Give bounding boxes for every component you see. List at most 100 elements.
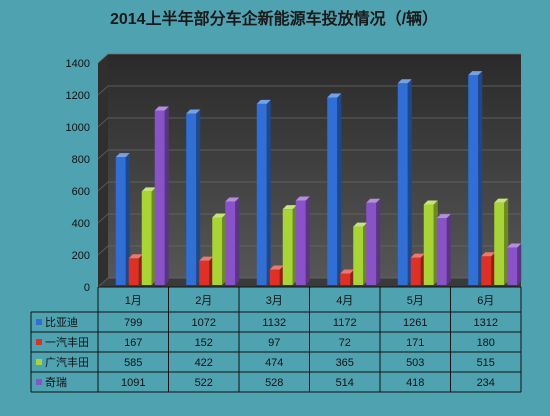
bar-side — [196, 109, 201, 285]
data-label: 167 — [124, 337, 142, 349]
bar-top — [282, 205, 297, 210]
bar-top — [507, 243, 522, 248]
data-label: 152 — [195, 337, 213, 349]
bar-side — [164, 106, 169, 285]
x-tick-label: 2月 — [195, 295, 212, 307]
legend-label: 比亚迪 — [45, 316, 78, 329]
bar-top — [410, 253, 425, 258]
bar-top — [141, 187, 156, 192]
bar-top — [225, 197, 240, 202]
bar — [186, 113, 197, 285]
gridline — [97, 149, 521, 160]
data-label: 514 — [336, 377, 354, 389]
bar-side — [125, 153, 130, 285]
legend-swatch — [36, 379, 42, 385]
bar-top — [353, 222, 368, 227]
legend-label: 一汽丰田 — [45, 335, 89, 349]
bar — [141, 191, 152, 285]
legend-swatch — [36, 359, 42, 365]
gridline — [97, 53, 521, 64]
bar — [212, 217, 223, 285]
bar-top — [269, 265, 284, 270]
gridline — [97, 213, 521, 224]
bar — [295, 200, 306, 285]
bar-side — [478, 71, 483, 285]
bar — [366, 202, 377, 285]
bar-top — [295, 196, 310, 201]
bar-top — [468, 71, 483, 76]
data-label: 1172 — [333, 317, 357, 329]
data-label: 522 — [195, 377, 213, 389]
data-label: 1261 — [403, 317, 427, 329]
data-label: 799 — [124, 317, 142, 329]
bar — [436, 218, 447, 285]
legend-swatch — [36, 319, 42, 325]
data-label: 474 — [265, 357, 283, 369]
bar-top — [366, 198, 381, 203]
bar-top — [256, 99, 271, 104]
data-label: 1132 — [262, 317, 286, 329]
data-label: 418 — [406, 377, 424, 389]
bar — [340, 273, 351, 285]
data-label: 422 — [195, 357, 213, 369]
bar-top — [481, 252, 496, 257]
bar-top — [212, 213, 227, 218]
gridline — [97, 277, 521, 288]
legend-label: 广汽丰田 — [45, 355, 89, 369]
bar-top — [199, 256, 214, 261]
bar-side — [446, 214, 451, 285]
bar-top — [186, 109, 201, 114]
y-tick-label: 0 — [84, 282, 90, 294]
bar — [481, 256, 492, 285]
y-tick-label: 200 — [72, 250, 90, 262]
bar — [269, 269, 280, 285]
bar-top — [154, 106, 169, 111]
x-tick-label: 5月 — [407, 295, 424, 307]
y-axis: 0 200 400 600 800 1000 1200 1400 — [66, 58, 90, 294]
x-tick-label: 1月 — [125, 295, 142, 307]
bar-top — [128, 254, 143, 259]
y-tick-label: 1000 — [66, 122, 90, 134]
data-label: 234 — [477, 377, 495, 389]
y-tick-label: 1400 — [66, 58, 90, 70]
data-label: 1072 — [192, 317, 216, 329]
bar-top — [494, 198, 509, 203]
y-tick-label: 800 — [72, 154, 90, 166]
y-tick-label: 1200 — [66, 90, 90, 102]
bar-top — [115, 153, 130, 158]
x-tick-label: 4月 — [336, 295, 353, 307]
bar — [423, 204, 434, 285]
plot-side-wall — [98, 54, 108, 287]
data-label: 1091 — [121, 377, 145, 389]
bar — [282, 209, 293, 285]
bar-side — [407, 79, 412, 286]
gridlines — [97, 53, 521, 288]
bar-side — [266, 99, 271, 285]
gridline — [97, 117, 521, 128]
x-tick-label: 3月 — [266, 295, 283, 307]
legend-label: 奇瑞 — [45, 375, 67, 389]
plot-back-wall — [108, 54, 521, 278]
data-label: 365 — [336, 357, 354, 369]
data-label: 585 — [124, 357, 142, 369]
bar — [128, 258, 139, 285]
bar-top — [397, 79, 412, 84]
data-label: 528 — [265, 377, 283, 389]
x-tick-label: 6月 — [477, 295, 494, 307]
bar — [468, 75, 479, 285]
chart-title: 2014上半年部分车企新能源车投放情况（/辆） — [110, 9, 438, 28]
bar-top — [340, 269, 355, 274]
bar-side — [235, 197, 240, 285]
bar — [410, 257, 421, 285]
bars — [115, 71, 522, 286]
gridline — [97, 85, 521, 96]
bar-side — [305, 196, 310, 285]
y-tick-label: 600 — [72, 186, 90, 198]
data-label: 171 — [406, 337, 424, 349]
gridline — [97, 245, 521, 256]
data-label: 180 — [477, 337, 495, 349]
data-label: 1312 — [474, 317, 498, 329]
bar — [115, 157, 126, 285]
